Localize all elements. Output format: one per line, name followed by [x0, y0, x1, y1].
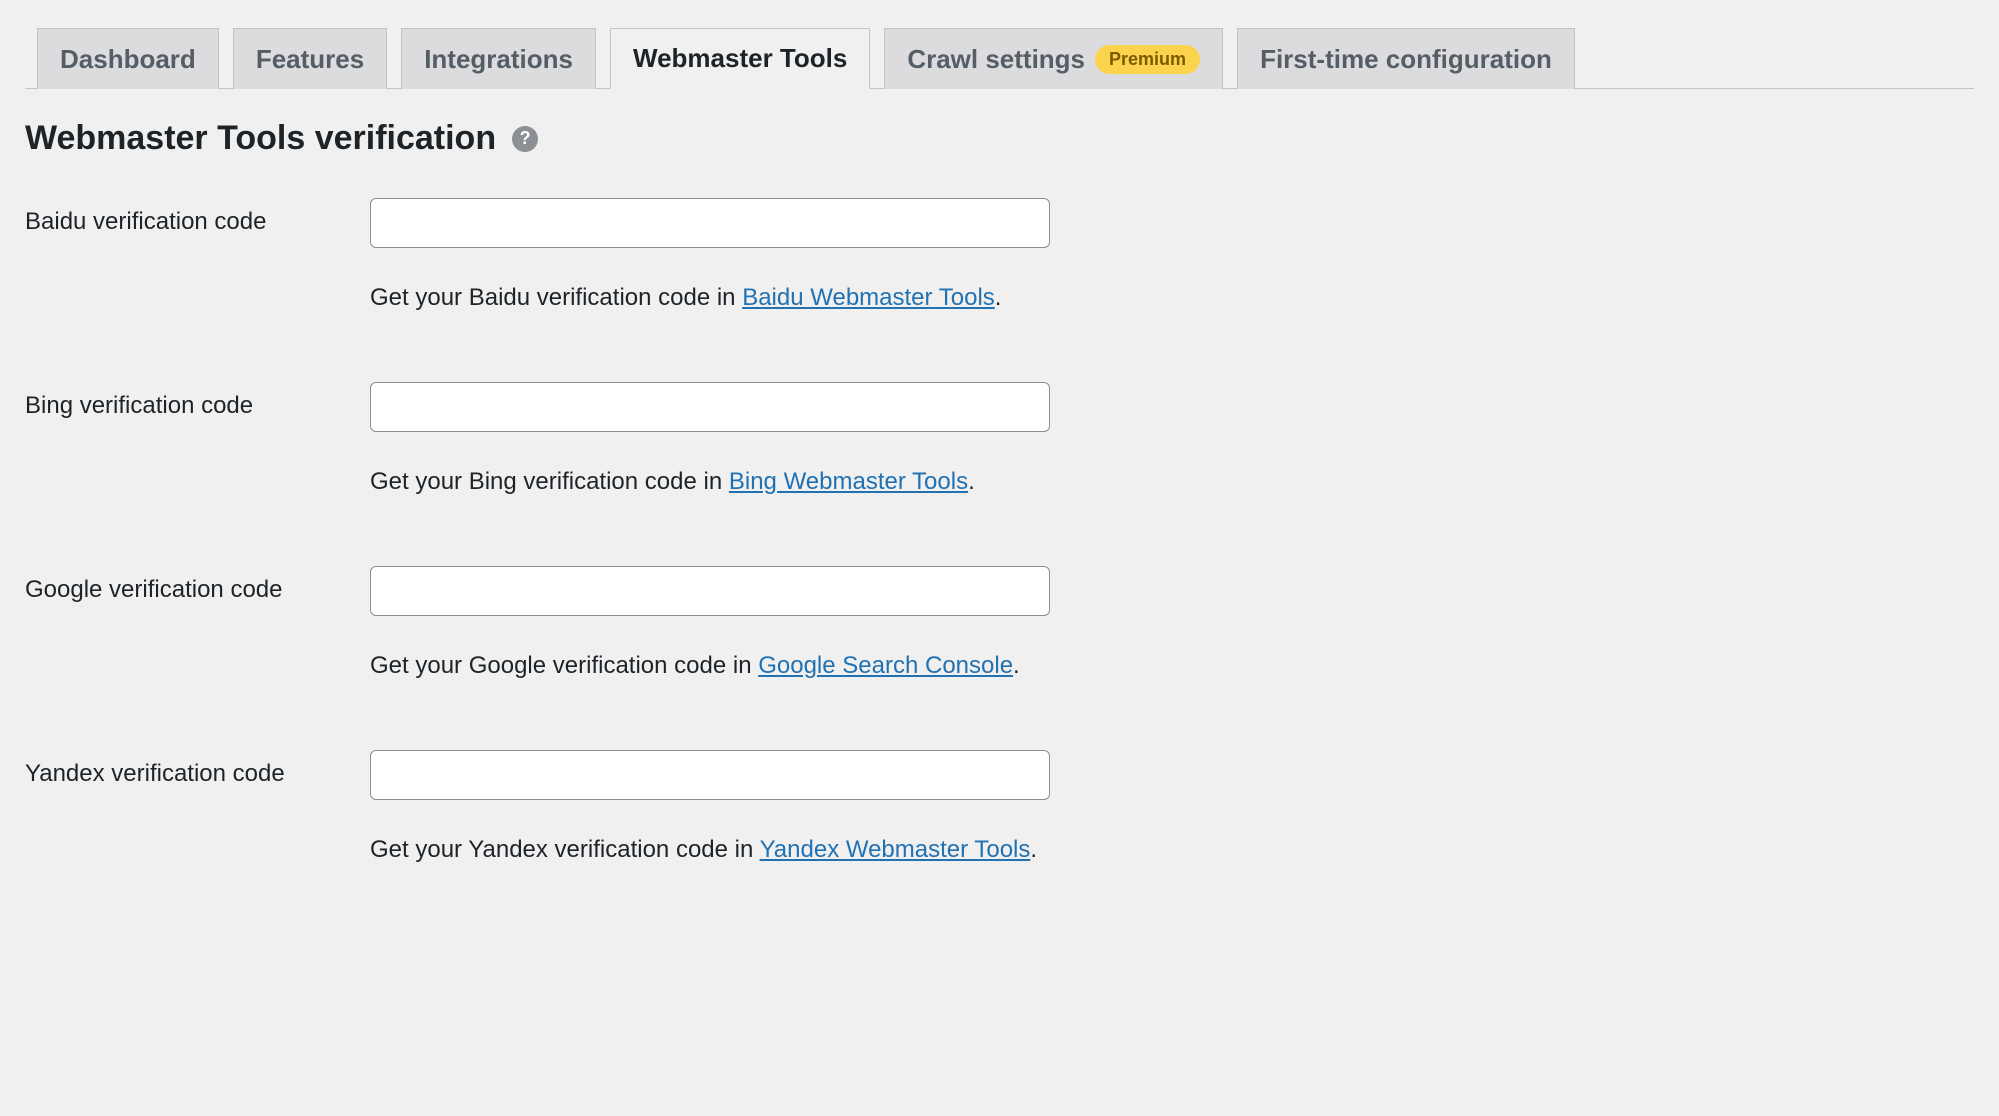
tab-label: Integrations — [424, 44, 573, 75]
baidu-help-prefix: Get your Baidu verification code in — [370, 284, 742, 311]
premium-badge: Premium — [1095, 45, 1200, 74]
google-help-suffix: . — [1013, 652, 1020, 679]
tab-nav: Dashboard Features Integrations Webmaste… — [25, 0, 1974, 89]
section-title-text: Webmaster Tools verification — [25, 119, 496, 158]
bing-help-text: Get your Bing verification code in Bing … — [370, 468, 1050, 496]
tab-crawl-settings[interactable]: Crawl settings Premium — [884, 28, 1223, 89]
yandex-help-link[interactable]: Yandex Webmaster Tools — [760, 836, 1031, 863]
google-input[interactable] — [370, 566, 1050, 616]
help-icon[interactable]: ? — [512, 126, 538, 152]
tab-label: First-time configuration — [1260, 44, 1552, 75]
baidu-label: Baidu verification code — [25, 198, 370, 236]
baidu-help-suffix: . — [995, 284, 1002, 311]
bing-control-col: Get your Bing verification code in Bing … — [370, 382, 1050, 496]
form-row-yandex: Yandex verification code Get your Yandex… — [25, 750, 1974, 864]
tab-label: Dashboard — [60, 44, 196, 75]
baidu-input[interactable] — [370, 198, 1050, 248]
tab-dashboard[interactable]: Dashboard — [37, 28, 219, 89]
baidu-help-text: Get your Baidu verification code in Baid… — [370, 284, 1050, 312]
baidu-help-link[interactable]: Baidu Webmaster Tools — [742, 284, 995, 311]
tab-label: Crawl settings — [907, 44, 1085, 75]
yandex-help-suffix: . — [1030, 836, 1037, 863]
yandex-input[interactable] — [370, 750, 1050, 800]
tab-label: Webmaster Tools — [633, 43, 847, 74]
bing-label: Bing verification code — [25, 382, 370, 420]
yandex-control-col: Get your Yandex verification code in Yan… — [370, 750, 1050, 864]
bing-help-prefix: Get your Bing verification code in — [370, 468, 729, 495]
section-title: Webmaster Tools verification ? — [25, 119, 1974, 158]
form-row-bing: Bing verification code Get your Bing ver… — [25, 382, 1974, 496]
google-label: Google verification code — [25, 566, 370, 604]
yandex-help-prefix: Get your Yandex verification code in — [370, 836, 760, 863]
google-control-col: Get your Google verification code in Goo… — [370, 566, 1050, 680]
google-help-prefix: Get your Google verification code in — [370, 652, 758, 679]
form-row-google: Google verification code Get your Google… — [25, 566, 1974, 680]
google-help-text: Get your Google verification code in Goo… — [370, 652, 1050, 680]
bing-input[interactable] — [370, 382, 1050, 432]
form-row-baidu: Baidu verification code Get your Baidu v… — [25, 198, 1974, 312]
content: Webmaster Tools verification ? Baidu ver… — [25, 89, 1974, 864]
yandex-label: Yandex verification code — [25, 750, 370, 788]
tab-features[interactable]: Features — [233, 28, 387, 89]
bing-help-link[interactable]: Bing Webmaster Tools — [729, 468, 968, 495]
bing-help-suffix: . — [968, 468, 975, 495]
tab-webmaster-tools[interactable]: Webmaster Tools — [610, 28, 870, 89]
google-help-link[interactable]: Google Search Console — [758, 652, 1013, 679]
tab-label: Features — [256, 44, 364, 75]
tab-integrations[interactable]: Integrations — [401, 28, 596, 89]
yandex-help-text: Get your Yandex verification code in Yan… — [370, 836, 1050, 864]
tab-first-time-configuration[interactable]: First-time configuration — [1237, 28, 1575, 89]
baidu-control-col: Get your Baidu verification code in Baid… — [370, 198, 1050, 312]
